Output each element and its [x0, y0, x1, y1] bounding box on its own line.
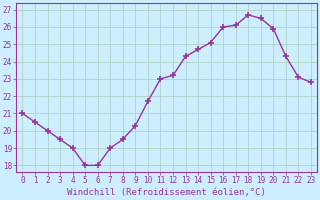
X-axis label: Windchill (Refroidissement éolien,°C): Windchill (Refroidissement éolien,°C)	[67, 188, 266, 197]
